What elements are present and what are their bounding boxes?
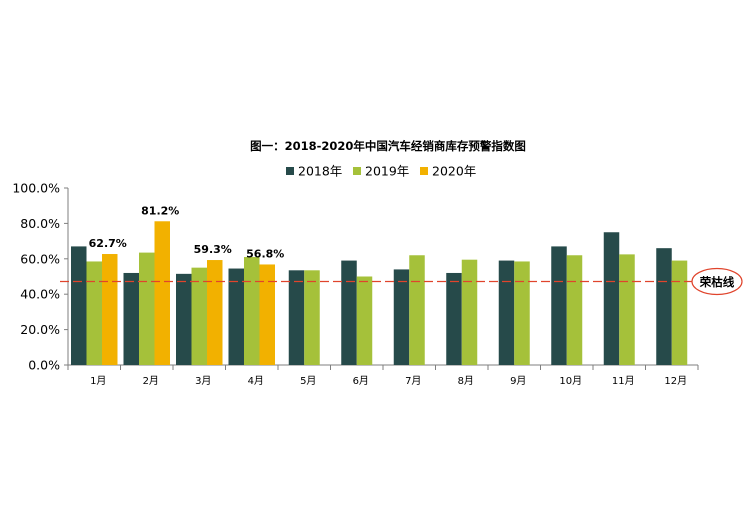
bar <box>207 260 223 365</box>
bar <box>86 261 102 365</box>
legend: 2018年 2019年 2020年 <box>286 164 476 179</box>
bar <box>288 270 305 365</box>
bar <box>409 255 425 365</box>
x-tick-label: 4月 <box>248 375 264 387</box>
bar <box>123 272 139 365</box>
legend-swatch <box>420 167 428 175</box>
y-tick-label: 80.0% <box>20 216 60 231</box>
x-tick-label: 2月 <box>143 375 159 387</box>
bar <box>514 261 530 365</box>
legend-label: 2018年 <box>298 164 342 179</box>
bar <box>304 270 320 365</box>
y-tick-label: 20.0% <box>20 322 60 337</box>
bar <box>498 260 515 365</box>
legend-label: 2020年 <box>432 164 476 179</box>
bar <box>656 248 672 365</box>
x-tick-label: 10月 <box>559 375 582 387</box>
bar <box>71 246 87 365</box>
y-tick-label: 100.0% <box>12 181 60 196</box>
y-axis: 0.0% 20.0% 40.0% 60.0% 80.0% 100.0% <box>12 181 69 373</box>
bar <box>176 273 192 365</box>
x-axis: 1月 2月 3月 4月 5月 6月 7月 8月 9月 10月 11月 12月 <box>67 364 699 387</box>
bar <box>671 260 688 365</box>
bar <box>244 257 260 365</box>
legend-swatch <box>353 167 361 175</box>
data-label: 59.3% <box>194 243 232 256</box>
bar <box>566 255 583 365</box>
x-tick-label: 11月 <box>612 375 635 387</box>
bar <box>154 221 170 365</box>
data-labels: 62.7% 81.2% 59.3% 56.8% <box>89 204 285 260</box>
legend-swatch <box>286 167 294 175</box>
bar <box>551 246 567 365</box>
x-tick-label: 12月 <box>664 375 687 387</box>
bar <box>356 276 373 365</box>
bar <box>191 267 207 365</box>
bar <box>102 254 118 365</box>
bar <box>619 254 635 365</box>
y-tick-label: 0.0% <box>28 358 60 373</box>
y-tick-label: 40.0% <box>20 287 60 302</box>
reference-line-label: 荣枯线 <box>699 275 735 289</box>
y-tick-label: 60.0% <box>20 251 60 266</box>
x-tick-label: 5月 <box>300 375 316 387</box>
bar <box>461 259 478 365</box>
x-tick-label: 1月 <box>90 375 106 387</box>
data-label: 62.7% <box>89 237 127 250</box>
x-tick-label: 8月 <box>458 375 474 387</box>
bars <box>71 221 688 365</box>
bar <box>603 232 620 365</box>
x-tick-label: 7月 <box>405 375 421 387</box>
x-tick-label: 6月 <box>353 375 369 387</box>
bar <box>341 260 357 365</box>
x-tick-label: 9月 <box>510 375 526 387</box>
bar <box>446 272 462 365</box>
bar <box>259 264 275 365</box>
data-label: 81.2% <box>141 204 179 217</box>
reference-line-group: 荣枯线 <box>60 267 743 296</box>
data-label: 56.8% <box>246 247 284 260</box>
reference-line-badge <box>691 267 743 296</box>
legend-label: 2019年 <box>365 164 409 179</box>
bar <box>228 268 244 365</box>
chart-title: 图一：2018-2020年中国汽车经销商库存预警指数图 <box>250 139 526 153</box>
x-tick-label: 3月 <box>195 375 211 387</box>
bar <box>393 269 410 365</box>
bar <box>139 252 155 365</box>
